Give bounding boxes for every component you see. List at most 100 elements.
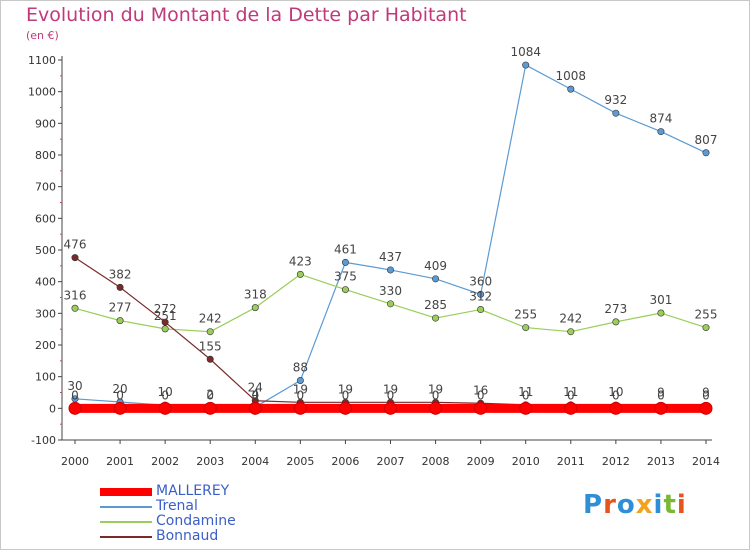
legend-item-bonnaud: Bonnaud (100, 529, 236, 544)
logo-letter: P (583, 490, 604, 520)
data-point-mallerey (338, 401, 352, 415)
data-label-bonnaud: 155 (199, 339, 222, 353)
data-label-condamine: 242 (199, 312, 222, 326)
data-label-trenal: 1084 (510, 45, 541, 59)
data-point-mallerey (384, 401, 397, 415)
data-label-mallerey: 0 (702, 388, 710, 402)
logo-letter: i (676, 490, 687, 520)
legend-label-condamine: Condamine (156, 513, 236, 529)
data-point-bonnaud (206, 355, 214, 363)
legend-swatch-condamine (100, 514, 152, 529)
data-label-bonnaud: 382 (109, 267, 132, 281)
legend-swatch-mallerey (100, 484, 152, 499)
data-point-trenal (612, 109, 620, 117)
data-label-bonnaud: 19 (383, 382, 398, 396)
legend-label-mallerey: MALLEREY (156, 483, 230, 499)
data-label-trenal: 4 (251, 387, 259, 401)
data-point-condamine (567, 328, 575, 336)
data-point-bonnaud (161, 318, 169, 326)
data-point-trenal (386, 266, 394, 274)
data-label-mallerey: 0 (251, 388, 259, 402)
data-point-bonnaud (71, 254, 79, 262)
logo-letter: r (603, 490, 617, 520)
data-point-bonnaud (116, 283, 124, 291)
data-label-condamine: 301 (649, 293, 672, 307)
data-label-bonnaud: 11 (563, 385, 578, 399)
data-point-mallerey (293, 401, 307, 415)
data-label-mallerey: 0 (612, 388, 620, 402)
data-point-mallerey (699, 401, 713, 415)
x-tick-label: 2002 (151, 455, 179, 468)
data-label-mallerey: 0 (522, 388, 530, 402)
x-tick-label: 2007 (377, 455, 405, 468)
x-tick-label: 2001 (106, 455, 134, 468)
proxiti-logo: Proxiti (583, 490, 687, 520)
data-label-bonnaud: 19 (293, 382, 308, 396)
data-label-bonnaud: 16 (473, 383, 488, 397)
data-label-bonnaud: 11 (518, 385, 533, 399)
data-point-condamine (657, 309, 665, 317)
y-tick-label: 400 (35, 276, 56, 289)
y-tick-label: -100 (31, 434, 56, 447)
logo-letter: i (653, 490, 664, 520)
legend-item-condamine: Condamine (100, 514, 236, 529)
data-label-condamine: 318 (244, 288, 267, 302)
data-point-mallerey (564, 401, 578, 415)
data-point-trenal (567, 85, 575, 93)
x-tick-label: 2011 (557, 455, 585, 468)
logo-letter: t (663, 490, 677, 520)
data-point-condamine (341, 286, 349, 294)
data-label-bonnaud: 272 (154, 302, 177, 316)
data-label-mallerey: 0 (567, 388, 575, 402)
y-tick-label: 600 (35, 212, 56, 225)
data-point-trenal (657, 128, 665, 136)
data-label-bonnaud: 24 (248, 381, 263, 395)
data-label-condamine: 255 (695, 308, 718, 322)
data-label-mallerey: 0 (116, 388, 124, 402)
chart-title: Evolution du Montant de la Dette par Hab… (26, 4, 467, 26)
x-tick-label: 2008 (422, 455, 450, 468)
x-tick-label: 2010 (512, 455, 540, 468)
x-tick-label: 2003 (196, 455, 224, 468)
y-tick-label: 300 (35, 307, 56, 320)
data-label-condamine: 273 (604, 302, 627, 316)
logo-letter: o (616, 490, 636, 520)
x-tick-label: 2006 (331, 455, 359, 468)
legend-swatch-trenal (100, 499, 152, 514)
data-label-condamine: 285 (424, 298, 447, 312)
data-label-condamine: 242 (559, 312, 582, 326)
series-line-trenal (74, 64, 707, 409)
data-point-condamine (251, 304, 259, 312)
data-label-mallerey: 0 (387, 388, 395, 402)
data-label-trenal: 88 (293, 360, 308, 374)
data-label-mallerey: 0 (432, 388, 440, 402)
y-tick-label: 500 (35, 244, 56, 257)
data-point-mallerey (654, 401, 668, 415)
chart-legend: MALLEREY Trenal Condamine Bonnaud (100, 484, 236, 544)
x-tick-label: 2013 (647, 455, 675, 468)
data-point-condamine (116, 317, 124, 325)
data-point-mallerey (609, 401, 623, 415)
data-point-condamine (161, 325, 169, 333)
legend-item-mallerey: MALLEREY (100, 484, 236, 499)
data-label-trenal: 30 (67, 379, 82, 393)
x-tick-label: 2012 (602, 455, 630, 468)
data-label-mallerey: 0 (206, 388, 214, 402)
data-point-condamine (296, 270, 304, 278)
data-label-condamine: 255 (514, 308, 537, 322)
legend-item-trenal: Trenal (100, 499, 236, 514)
legend-label-bonnaud: Bonnaud (156, 528, 219, 544)
data-point-mallerey (248, 401, 262, 415)
y-tick-label: 200 (35, 339, 56, 352)
data-point-condamine (386, 300, 394, 308)
data-label-bonnaud: 19 (428, 382, 443, 396)
y-tick-label: 1000 (28, 86, 56, 99)
data-label-mallerey: 0 (161, 388, 169, 402)
y-tick-label: 700 (35, 181, 56, 194)
data-label-trenal: 932 (604, 93, 627, 107)
data-label-bonnaud: 10 (608, 385, 623, 399)
data-label-condamine: 251 (154, 309, 177, 323)
data-point-trenal (477, 290, 485, 298)
data-point-mallerey (113, 401, 127, 415)
data-point-mallerey (203, 401, 217, 415)
